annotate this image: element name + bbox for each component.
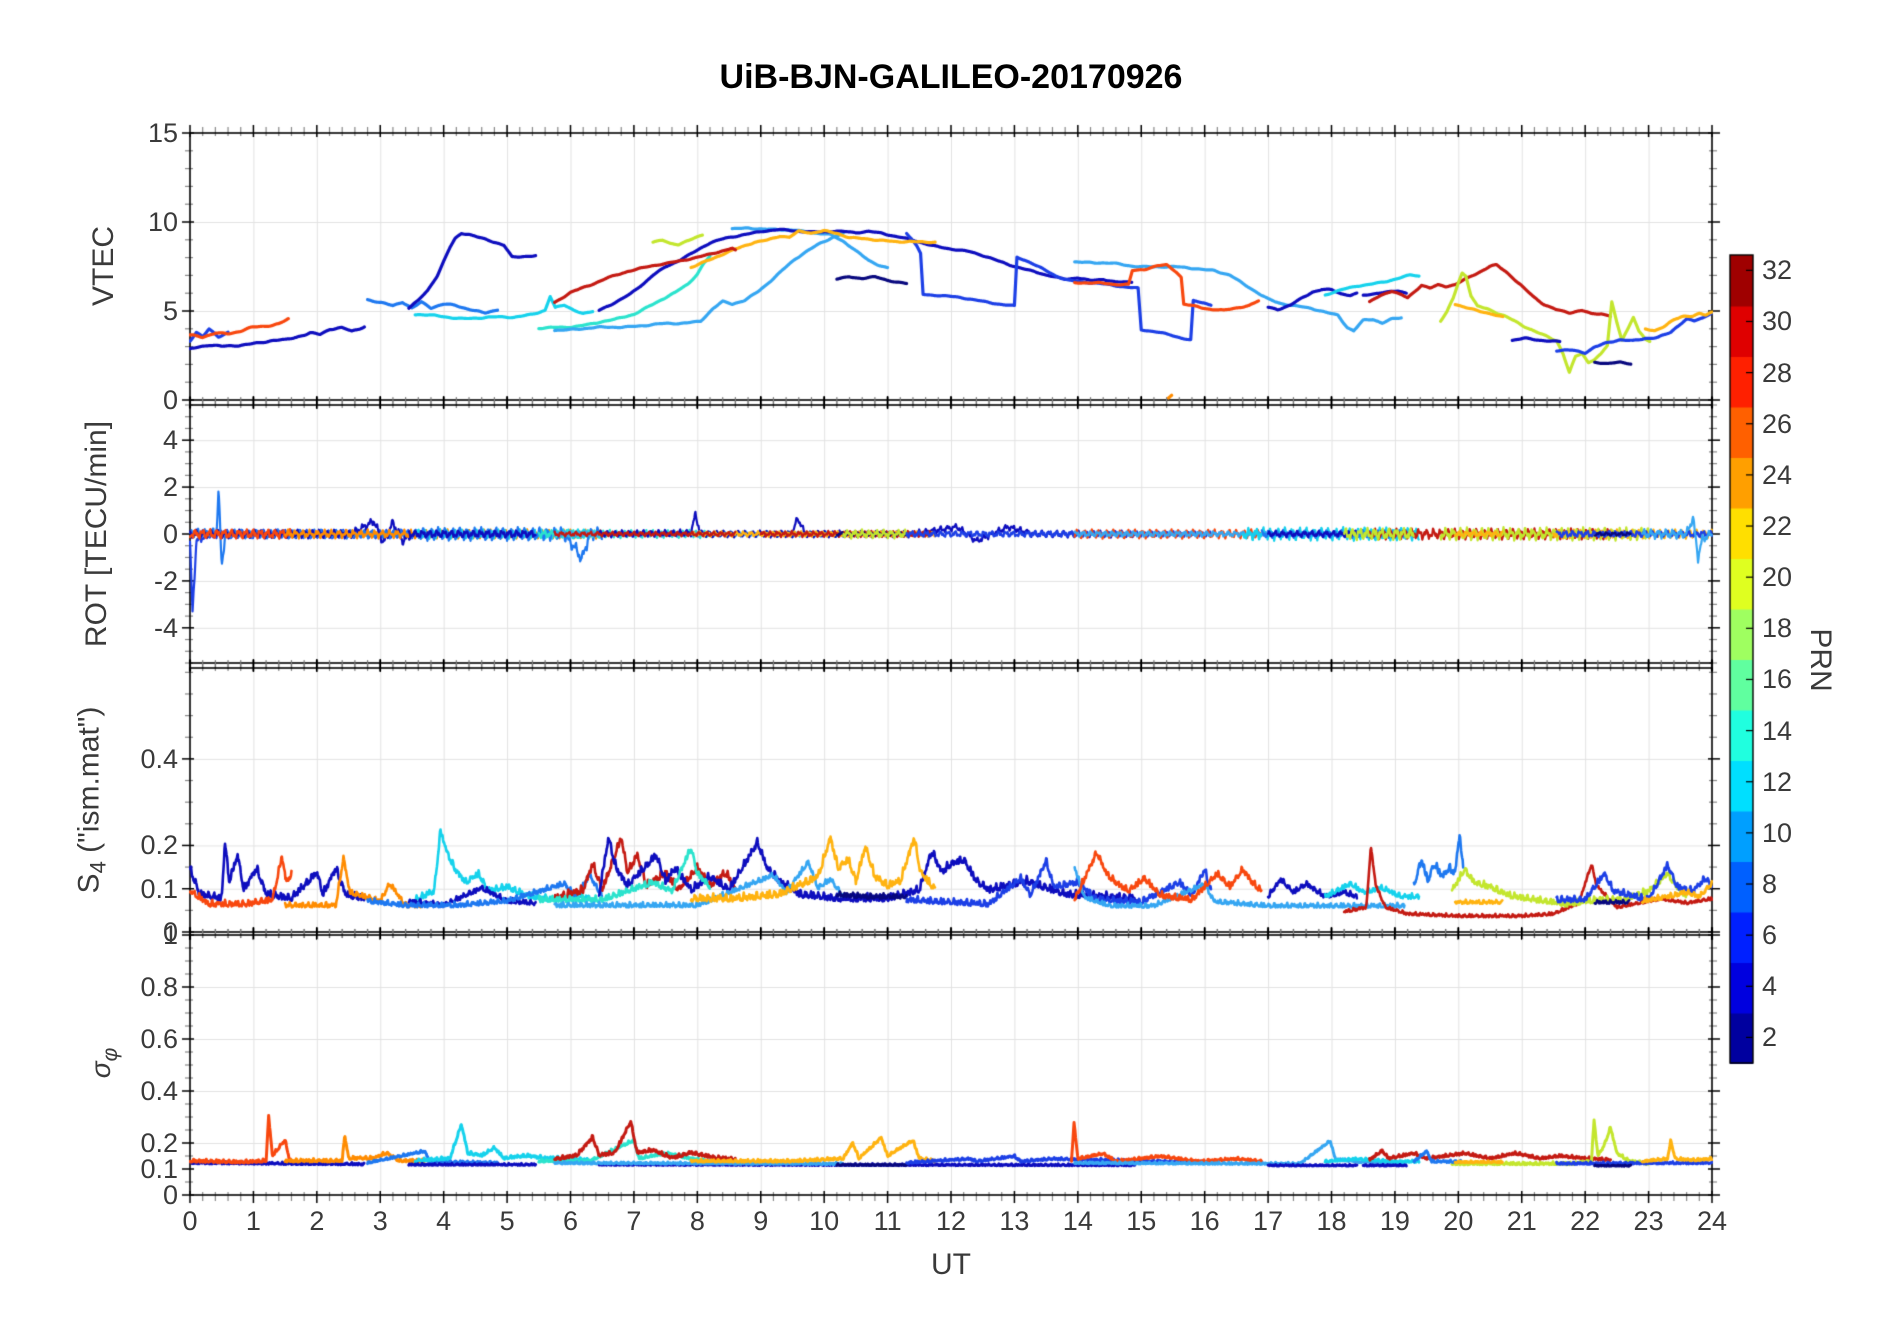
vtec-axis-label: VTEC: [87, 225, 120, 307]
colorbar-tick-label: 26: [1762, 408, 1793, 439]
x-axis-label: UT: [931, 1248, 971, 1281]
y-tick-label: -2: [153, 565, 178, 596]
x-tick-label: 3: [372, 1206, 388, 1236]
colorbar-tick-label: 20: [1762, 562, 1793, 593]
colorbar-tick-label: 8: [1762, 869, 1778, 899]
x-tick-label: 17: [1253, 1206, 1284, 1236]
x-tick-label: 21: [1506, 1206, 1537, 1236]
s4-panel-canvas: [176, 654, 1726, 946]
chart-title: UiB-BJN-GALILEO-20170926: [719, 58, 1183, 96]
x-tick-label: 2: [309, 1206, 325, 1236]
x-tick-label: 20: [1443, 1206, 1474, 1236]
y-tick-label: 1: [162, 920, 178, 950]
y-tick-label: 0: [162, 1180, 178, 1210]
colorbar-tick-label: 10: [1762, 817, 1793, 848]
colorbar-tick-label: 16: [1762, 664, 1793, 695]
x-tick-label: 7: [626, 1206, 642, 1236]
x-tick-label: 19: [1379, 1206, 1410, 1236]
y-tick-label: 5: [162, 296, 178, 326]
y-tick-label: 15: [147, 118, 178, 148]
colorbar-tick-label: 2: [1762, 1022, 1778, 1053]
x-tick-label: 18: [1316, 1206, 1347, 1236]
s4-label-sub: 4: [85, 861, 111, 874]
x-tick-label: 12: [935, 1206, 967, 1236]
y-tick-label: 0.1: [140, 873, 178, 904]
y-tick-label: 0.8: [140, 972, 178, 1002]
colorbar-tick-label: 30: [1762, 306, 1793, 337]
y-tick-label: 0.1: [140, 1154, 178, 1184]
x-tick-label: 22: [1570, 1206, 1601, 1236]
y-tick-label: 10: [147, 207, 178, 237]
x-tick-label: 9: [753, 1206, 769, 1236]
colorbar-tick-label: 22: [1762, 511, 1793, 542]
colorbar-tick-label: 14: [1762, 715, 1793, 746]
x-tick-label: 13: [999, 1206, 1030, 1236]
x-tick-label: 10: [809, 1206, 840, 1236]
y-tick-label: 2: [162, 472, 178, 503]
y-tick-label: 0.2: [140, 1128, 178, 1158]
colorbar-tick-label: 32: [1762, 255, 1793, 286]
x-tick-label: 14: [1062, 1206, 1093, 1236]
y-tick-label: 0: [162, 385, 178, 415]
x-tick-label: 16: [1189, 1206, 1220, 1236]
y-tick-label: 0.6: [140, 1024, 178, 1054]
y-tick-label: 0.4: [140, 1076, 178, 1106]
y-tick-label: 0: [162, 917, 178, 947]
colorbar-tick-label: 28: [1762, 357, 1793, 388]
x-tick-label: 15: [1126, 1206, 1157, 1236]
y-tick-label: 0: [162, 519, 178, 549]
x-tick-label: 0: [182, 1206, 198, 1236]
x-tick-label: 6: [562, 1206, 579, 1236]
y-tick-label: 4: [162, 425, 178, 456]
vtec-panel-canvas: [176, 119, 1726, 414]
x-tick-label: 11: [873, 1206, 902, 1236]
s4-axis-label: S4 ("ism.mat"): [73, 707, 112, 894]
y-tick-label: -4: [153, 612, 178, 643]
colorbar-tick-label: 18: [1762, 613, 1793, 644]
y-tick-label: 0.2: [140, 830, 178, 861]
prn-colorbar: [1716, 241, 1767, 1077]
colorbar-tick-label: 4: [1762, 971, 1778, 1002]
sigma-phi-panel-canvas: [176, 921, 1726, 1209]
x-tick-label: 5: [499, 1206, 515, 1236]
x-tick-label: 4: [436, 1206, 452, 1236]
x-tick-label: 1: [245, 1206, 261, 1236]
x-tick-label: 24: [1696, 1206, 1728, 1236]
rot-panel-canvas: [176, 391, 1726, 677]
colorbar-tick-label: 6: [1762, 920, 1778, 951]
colorbar-tick-label: 24: [1762, 459, 1793, 490]
y-tick-label: 0.4: [140, 743, 178, 774]
x-tick-label: 23: [1633, 1206, 1664, 1236]
x-tick-label: 8: [689, 1206, 705, 1236]
colorbar-tick-label: 12: [1762, 766, 1793, 797]
